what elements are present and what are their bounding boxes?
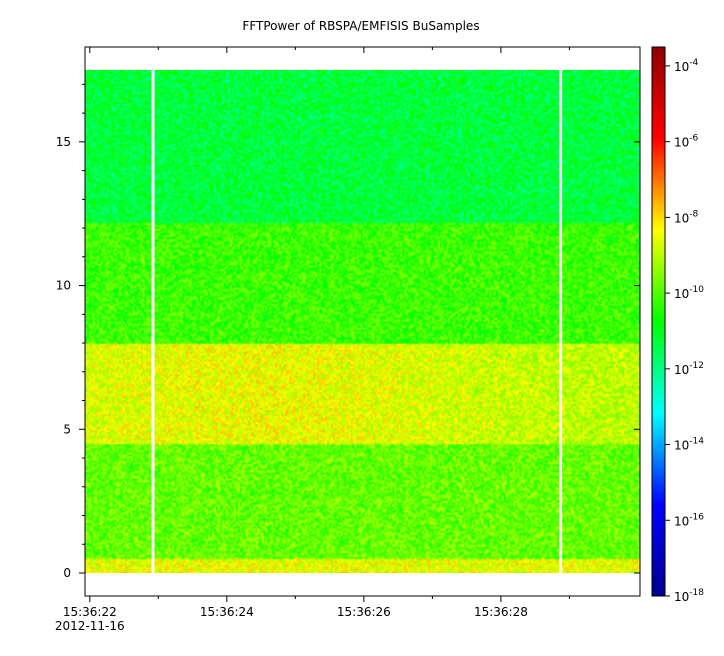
plot-frame: [84, 46, 641, 597]
colorbar-tick-label-1: 10-6: [674, 134, 699, 150]
chart-title: FFTPower of RBSPA/EMFISIS BuSamples: [242, 19, 479, 33]
x-tick-label-2: 15:36:26: [337, 605, 391, 619]
colorbar-tick-label-3: 10-10: [674, 285, 704, 301]
y-tick-label-2: 10: [56, 279, 71, 293]
y-tick-label-3: 15: [56, 135, 71, 149]
colorbar: 10-4 10-6 10-8 10-10 10-12 10-14 10-16 10-18: [651, 46, 704, 604]
data-gaps: [151, 69, 563, 574]
colorbar-ticks: 10-4 10-6 10-8 10-10 10-12 10-14 10-16 10-18: [665, 58, 704, 604]
x-tick-label-3: 15:36:28: [474, 605, 528, 619]
colorbar-tick-label-0: 10-4: [674, 58, 699, 74]
x-tick-label-0: 15:36:22: [63, 605, 117, 619]
colorbar-tick-label-2: 10-8: [674, 209, 699, 225]
x-tick-label-1: 15:36:24: [200, 605, 254, 619]
y-tick-label-0: 0: [63, 566, 71, 580]
heatmap-raster: [85, 69, 640, 574]
colorbar-tick-label-6: 10-16: [674, 512, 704, 528]
spectrogram-heatmap: [85, 69, 640, 574]
y-tick-label-1: 5: [63, 422, 71, 436]
y-axis: 0 5 10 15: [56, 83, 640, 580]
data-gap-0: [151, 69, 155, 574]
colorbar-gradient: [651, 46, 666, 597]
colorbar-tick-label-5: 10-14: [674, 437, 704, 453]
colorbar-tick-label-7: 10-18: [674, 588, 704, 604]
data-gap-1: [559, 69, 563, 574]
x-tick-sublabel-0: 2012-11-16: [55, 619, 125, 633]
colorbar-tick-label-4: 10-12: [674, 361, 704, 377]
